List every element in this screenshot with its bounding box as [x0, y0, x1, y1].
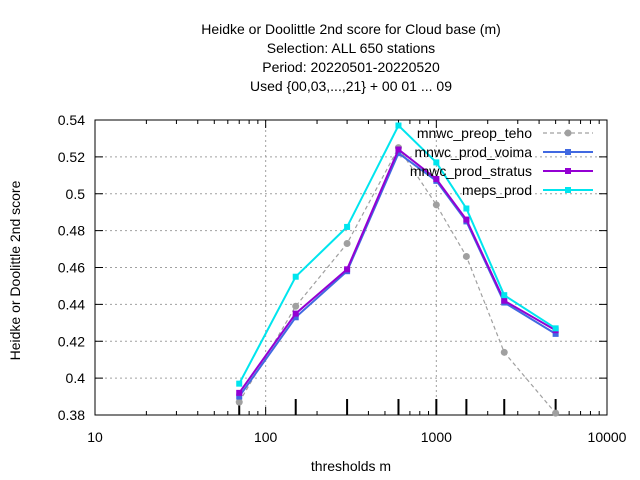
y-tick-label: 0.54: [58, 112, 85, 128]
data-point: [236, 389, 243, 396]
x-axis-label: thresholds m: [311, 458, 391, 474]
y-axis: 0.38 0.4 0.42 0.44 0.46 0.48 0.5 0.52 0.54: [58, 112, 607, 423]
legend: mnwc_preop_teho mnwc_prod_voima mnwc_prod_…: [410, 125, 593, 198]
observation-ticks: [238, 399, 557, 415]
data-point: [463, 205, 470, 212]
chart-title: Heidke or Doolittle 2nd score for Cloud …: [201, 21, 501, 94]
data-point: [344, 223, 351, 230]
series-line: [238, 147, 557, 394]
legend-marker: [565, 187, 571, 193]
grid: [95, 120, 607, 415]
data-point: [343, 240, 351, 248]
data-point: [433, 176, 440, 182]
data-point: [552, 409, 560, 417]
series-mnwc_preop_teho: [235, 144, 560, 417]
y-axis-label: Heidke or Doolittle 2nd score: [7, 180, 23, 360]
data-point: [235, 398, 243, 406]
legend-marker: [565, 168, 571, 174]
data-point: [501, 297, 508, 304]
data-point: [292, 314, 299, 321]
chart-title-line: Heidke or Doolittle 2nd score for Cloud …: [201, 21, 501, 37]
y-tick-label: 0.4: [66, 370, 86, 386]
data-point: [552, 325, 559, 332]
x-tick-label: 10: [87, 429, 103, 445]
x-tick-label: 100: [254, 429, 278, 445]
legend-label: meps_prod: [462, 182, 532, 198]
x-tick-label: 1000: [421, 429, 452, 445]
y-tick-label: 0.42: [58, 333, 85, 349]
series-meps_prod: [236, 122, 559, 387]
series-line: [238, 123, 557, 385]
data-point: [500, 348, 508, 356]
y-tick-label: 0.52: [58, 149, 85, 165]
data-point: [395, 146, 402, 153]
data-point: [344, 266, 351, 273]
y-tick-label: 0.46: [58, 260, 85, 276]
data-point: [236, 393, 243, 400]
data-point: [501, 292, 508, 299]
data-point: [395, 150, 402, 157]
data-point: [552, 330, 559, 337]
legend-label: mnwc_prod_voima: [415, 144, 533, 160]
legend-label: mnwc_preop_teho: [417, 125, 532, 141]
data-point: [292, 310, 299, 317]
y-tick-label: 0.44: [58, 296, 85, 312]
data-point: [432, 201, 440, 209]
y-tick-label: 0.48: [58, 223, 85, 239]
legend-marker: [564, 129, 572, 137]
series-mnwc_prod_stratus: [236, 146, 559, 396]
data-point: [433, 159, 440, 166]
data-point: [395, 122, 402, 129]
data-point: [236, 380, 243, 387]
chart-title-line: Period: 20220501-20220520: [262, 59, 440, 75]
data-point: [462, 252, 470, 260]
legend-label: mnwc_prod_stratus: [410, 163, 532, 179]
data-point: [292, 302, 300, 310]
data-point: [292, 273, 299, 280]
y-tick-label: 0.5: [66, 186, 86, 202]
x-tick-label: 10000: [588, 429, 627, 445]
x-axis: 10 100 1000 10000: [87, 120, 627, 445]
chart-title-line: Used {00,03,...,21} + 00 01 ... 09: [250, 78, 452, 94]
legend-marker: [565, 149, 571, 155]
series: [235, 122, 560, 417]
chart-title-line: Selection: ALL 650 stations: [267, 40, 435, 56]
data-point: [463, 216, 470, 223]
y-tick-label: 0.38: [58, 407, 85, 423]
